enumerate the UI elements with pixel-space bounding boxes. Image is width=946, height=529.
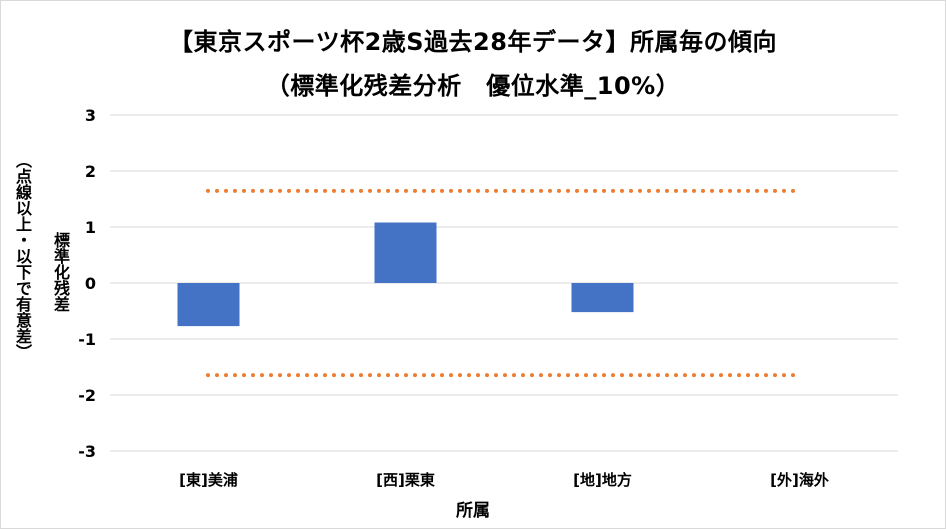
y-axis-note: （点線以上・以下で有意差）	[13, 152, 32, 360]
y-axis-title: 標準化残差	[51, 232, 70, 312]
x-tick-label: [西]栗東	[376, 471, 435, 489]
y-tick-label: 0	[85, 274, 96, 293]
y-tick-label: -3	[78, 442, 96, 461]
x-tick-label: [地]地方	[573, 471, 632, 489]
chart-subtitle: （標準化残差分析 優位水準_10%）	[265, 72, 681, 100]
y-tick-label: 3	[85, 106, 96, 125]
x-tick-label: [外]海外	[770, 471, 829, 489]
y-tick-label: 2	[85, 162, 96, 181]
y-tick-label: 1	[85, 218, 96, 237]
bar	[177, 283, 240, 327]
bar	[571, 283, 634, 313]
x-tick-label: [東]美浦	[179, 471, 238, 489]
x-axis-title: 所属	[456, 501, 490, 521]
bar	[374, 222, 437, 283]
chart-title: 【東京スポーツ杯2歳S過去28年データ】所属毎の傾向	[169, 28, 777, 56]
y-tick-label: -2	[78, 386, 96, 405]
y-tick-label: -1	[78, 330, 96, 349]
